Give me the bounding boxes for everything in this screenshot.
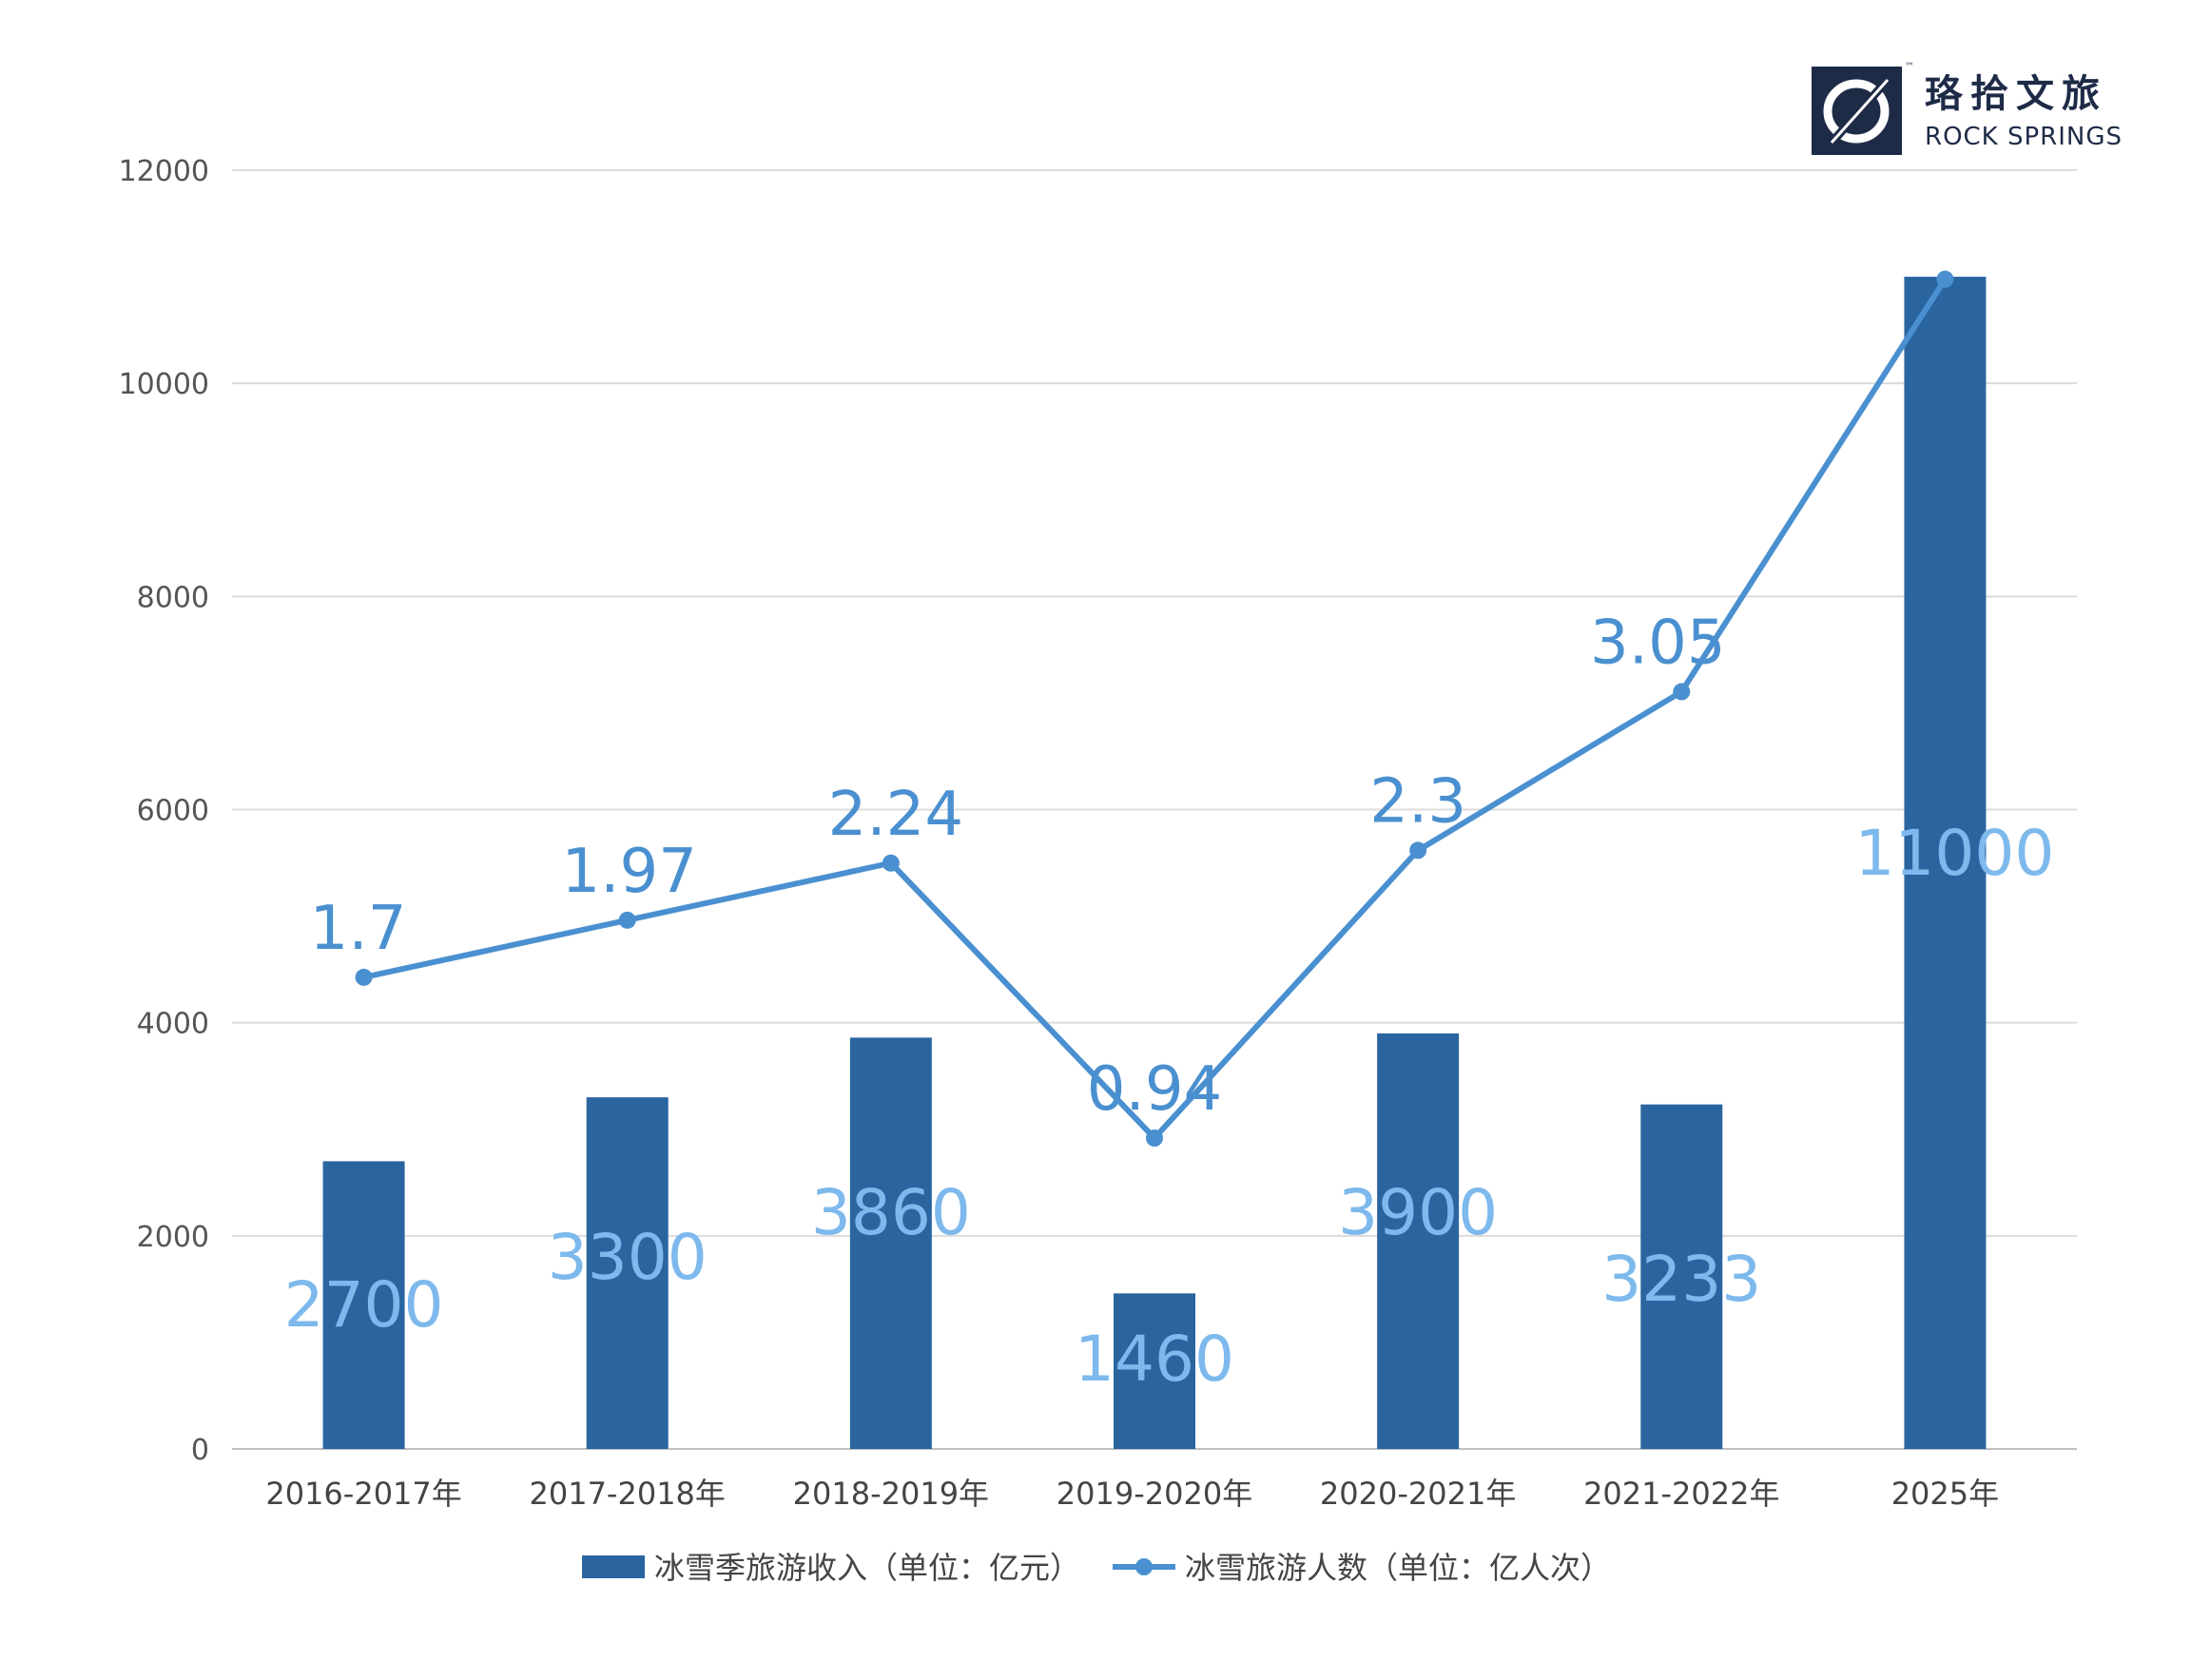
brand-logo: ™ 珞拾文旅 ROCK SPRINGS <box>1812 62 2123 155</box>
y-tick-label: 8000 <box>137 581 209 614</box>
bar-data-label: 2700 <box>284 1268 444 1342</box>
line-point <box>1936 270 1954 288</box>
line-data-label: 1.7 <box>310 894 407 964</box>
bar <box>1640 1104 1723 1449</box>
logo-name-cn: 珞拾文旅 <box>1925 72 2107 116</box>
x-tick-label: 2021-2022年 <box>1583 1476 1779 1512</box>
line-point <box>1146 1130 1163 1147</box>
bar-series <box>322 277 1987 1449</box>
line-data-label: 1.97 <box>561 837 697 907</box>
bar-data-label: 11000 <box>1854 817 2054 890</box>
gridlines <box>232 169 2077 1450</box>
line-data-label: 3.05 <box>1590 608 1726 679</box>
x-tick-label: 2018-2019年 <box>793 1476 989 1512</box>
line-point <box>618 911 636 929</box>
logo-name-en: ROCK SPRINGS <box>1925 123 2123 151</box>
line-point <box>882 854 900 872</box>
line-series <box>355 270 1954 1147</box>
logo-tm: ™ <box>1905 62 1914 72</box>
bar-data-label: 3233 <box>1601 1243 1761 1316</box>
legend-label-bar: 冰雪季旅游收入（单位：亿元） <box>654 1550 1080 1586</box>
y-axis: 0 2000 4000 6000 8000 10000 12000 <box>119 155 209 1467</box>
y-tick-label: 4000 <box>137 1008 209 1041</box>
x-tick-label: 2025年 <box>1891 1476 1999 1512</box>
bar-data-labels: 2700 3300 3860 1460 3900 3233 11000 <box>284 817 2055 1396</box>
logo-mark-slash-inner <box>1830 79 1890 144</box>
line-data-label: 0.94 <box>1087 1054 1223 1125</box>
x-axis: 2016-2017年 2017-2018年 2018-2019年 2019-2020年… <box>265 1476 1999 1512</box>
line-data-labels: 1.7 1.97 2.24 0.94 2.3 3.05 5 <box>310 196 1965 1125</box>
line-data-label: 5 <box>1926 196 1965 266</box>
logo-mark-ring <box>1823 79 1890 144</box>
bar-data-label: 3300 <box>548 1221 708 1294</box>
y-tick-label: 0 <box>191 1434 209 1467</box>
legend: 冰雪季旅游收入（单位：亿元） 冰雪旅游人数（单位：亿人次） <box>582 1550 1611 1586</box>
bar-data-label: 3860 <box>811 1176 971 1249</box>
x-tick-label: 2019-2020年 <box>1057 1476 1252 1512</box>
legend-label-line: 冰雪旅游人数（单位：亿人次） <box>1185 1550 1611 1586</box>
x-tick-label: 2016-2017年 <box>265 1476 461 1512</box>
series-line <box>362 278 1948 1141</box>
x-tick-label: 2020-2021年 <box>1320 1476 1516 1512</box>
legend-swatch-bar <box>582 1555 645 1578</box>
y-tick-label: 2000 <box>137 1221 209 1254</box>
bar <box>1114 1293 1195 1449</box>
line-data-label: 2.3 <box>1369 766 1466 837</box>
x-tick-label: 2017-2018年 <box>529 1476 725 1512</box>
legend-swatch-marker <box>1135 1558 1153 1575</box>
line-point <box>355 968 373 986</box>
bar <box>849 1037 932 1449</box>
line-data-label: 2.24 <box>828 780 964 850</box>
bar-data-label: 1460 <box>1075 1323 1234 1396</box>
bar-data-label: 3900 <box>1338 1176 1498 1249</box>
y-tick-label: 10000 <box>119 368 209 401</box>
bar <box>586 1097 669 1449</box>
y-tick-label: 6000 <box>137 795 209 828</box>
line-point <box>1673 683 1691 701</box>
bar <box>1377 1033 1460 1449</box>
line-point <box>1409 841 1427 859</box>
y-tick-label: 12000 <box>119 155 209 188</box>
bar <box>322 1161 405 1449</box>
bar <box>1904 277 1987 1449</box>
